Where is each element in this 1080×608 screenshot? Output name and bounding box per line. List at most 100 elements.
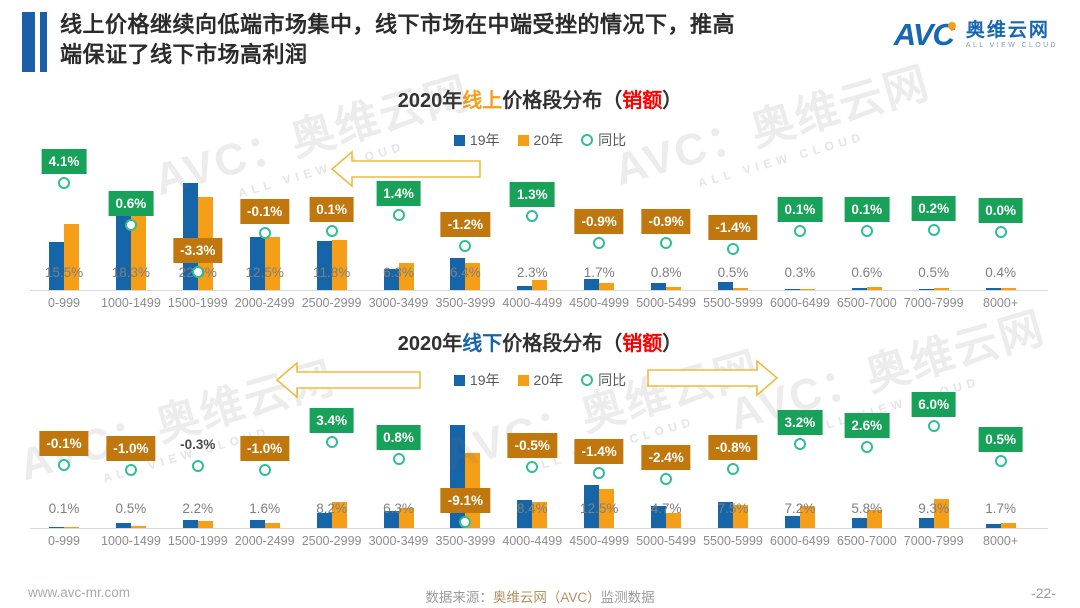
chart-title-segment: 销额 (622, 90, 663, 112)
x-axis-line (30, 290, 1048, 291)
bar-19 (918, 288, 934, 290)
yoy-marker-icon (124, 218, 137, 231)
yoy-marker-icon (392, 452, 405, 465)
bar-19 (182, 182, 198, 290)
avc-logo-mark: AVC (893, 17, 955, 52)
value-label: 0.1% (48, 501, 80, 516)
category-label: 6500-7000 (836, 296, 897, 310)
bar-20 (331, 240, 347, 290)
footer-source-suffix: 监测数据 (600, 590, 655, 605)
category-label: 2500-2999 (301, 534, 362, 548)
yoy-marker-icon (994, 226, 1007, 238)
bar-20 (666, 286, 682, 290)
footer-source: 数据来源：奥维云网（AVC）监测数据 (0, 586, 1080, 606)
legend-label: 20年 (533, 372, 564, 388)
bar-20 (264, 523, 280, 528)
chart-title-segment: 价格段分布（ (502, 90, 623, 112)
value-label: 0.5% (115, 501, 147, 516)
value-label: 4.7% (650, 501, 682, 516)
bar-20 (398, 508, 414, 528)
category-label: 4500-4999 (569, 534, 630, 548)
chart-title: 2020年线下价格段分布（销额） (0, 327, 1080, 356)
watermark-text: AVC：奥维云网 (13, 353, 341, 491)
yoy-badge: 0.2% (911, 195, 957, 221)
bar-20 (532, 280, 548, 290)
bar-20 (599, 282, 615, 290)
yoy-marker-icon (459, 516, 472, 529)
bar-19 (718, 502, 733, 528)
legend-item: 19年 (453, 130, 500, 150)
yoy-marker-icon (58, 176, 70, 189)
bar-19 (249, 519, 265, 528)
legend-square-icon (453, 375, 465, 386)
chart-title-segment: 线下 (462, 333, 503, 355)
legend-label: 同比 (598, 372, 627, 388)
value-label: 7.5% (717, 501, 749, 516)
avc-logo: AVC 奥维云网 ALL VIEW CLOUD (893, 17, 1058, 52)
yoy-badge: -1.0% (106, 436, 156, 462)
chart-title-segment: 2020年 (397, 333, 463, 355)
yoy-marker-icon (994, 454, 1007, 467)
bar-20 (799, 288, 815, 290)
category-label: 7000-7999 (903, 534, 964, 548)
bar-20 (130, 526, 146, 528)
yoy-marker-icon (325, 224, 338, 237)
value-label: 12.5% (580, 501, 619, 516)
value-label: 0.5% (717, 265, 749, 280)
bar-20 (64, 224, 79, 290)
bar-20 (799, 505, 815, 528)
bar-19 (316, 513, 332, 528)
bar-19 (918, 517, 934, 528)
yoy-badge: 0.8% (376, 424, 421, 450)
yoy-marker-icon (727, 242, 739, 255)
bar-20 (398, 263, 414, 290)
yoy-badge: -1.4% (708, 214, 758, 240)
value-label: 1.7% (985, 501, 1016, 516)
bar-19 (985, 288, 1001, 290)
chart-title-segment: 价格段分布（ (502, 333, 623, 355)
bar-20 (264, 237, 280, 290)
yoy-badge: -0.8% (708, 435, 758, 461)
yoy-badge: 2.6% (844, 413, 890, 439)
bar-19 (249, 236, 265, 290)
avc-logo-name-en: ALL VIEW CLOUD (965, 42, 1058, 49)
bar-19 (450, 257, 466, 290)
category-label: 3500-3999 (435, 534, 496, 548)
category-label: 3000-3499 (368, 296, 429, 310)
legend-square-icon (453, 135, 465, 146)
value-label: 6.3% (383, 501, 414, 516)
page-title-line1: 线上价格继续向低端市场集中，线下市场在中端受挫的情况下，推高 (60, 12, 736, 37)
bar-19 (182, 520, 198, 528)
bar-19 (985, 524, 1001, 528)
bar-20 (866, 287, 882, 290)
title-accent-bar-thin (40, 12, 47, 72)
category-label: 5500-5999 (703, 534, 763, 548)
yoy-badge: -0.9% (574, 208, 624, 234)
value-label: 18.3% (111, 265, 151, 280)
yoy-marker-icon (459, 240, 472, 253)
bar-19 (517, 285, 533, 290)
bar-19 (784, 288, 800, 290)
bar-19 (517, 500, 533, 528)
yoy-badge: 3.2% (777, 409, 823, 435)
yoy-badge: -0.1% (39, 430, 89, 456)
category-label: 4500-4999 (569, 296, 630, 310)
category-label: 2000-2499 (234, 534, 295, 548)
bar-19 (115, 215, 131, 290)
chart-title-segment: ） (662, 90, 683, 112)
footer-source-name: 奥维云网（AVC） (492, 590, 601, 605)
bar-19 (718, 281, 733, 290)
yoy-marker-icon (727, 463, 739, 476)
value-label: 0.5% (918, 265, 950, 280)
value-label: 12.5% (245, 265, 284, 280)
chart-legend: 19年 20年 同比 (0, 370, 1080, 390)
title-accent-bar (22, 12, 35, 72)
yoy-marker-icon (258, 227, 271, 240)
yoy-badge: -1.0% (240, 436, 290, 462)
category-label: 5000-5499 (636, 296, 696, 310)
category-label: 4000-4499 (502, 534, 563, 548)
yoy-marker-icon (526, 210, 539, 223)
value-label: 5.8% (851, 501, 883, 516)
x-axis-line (30, 528, 1048, 529)
